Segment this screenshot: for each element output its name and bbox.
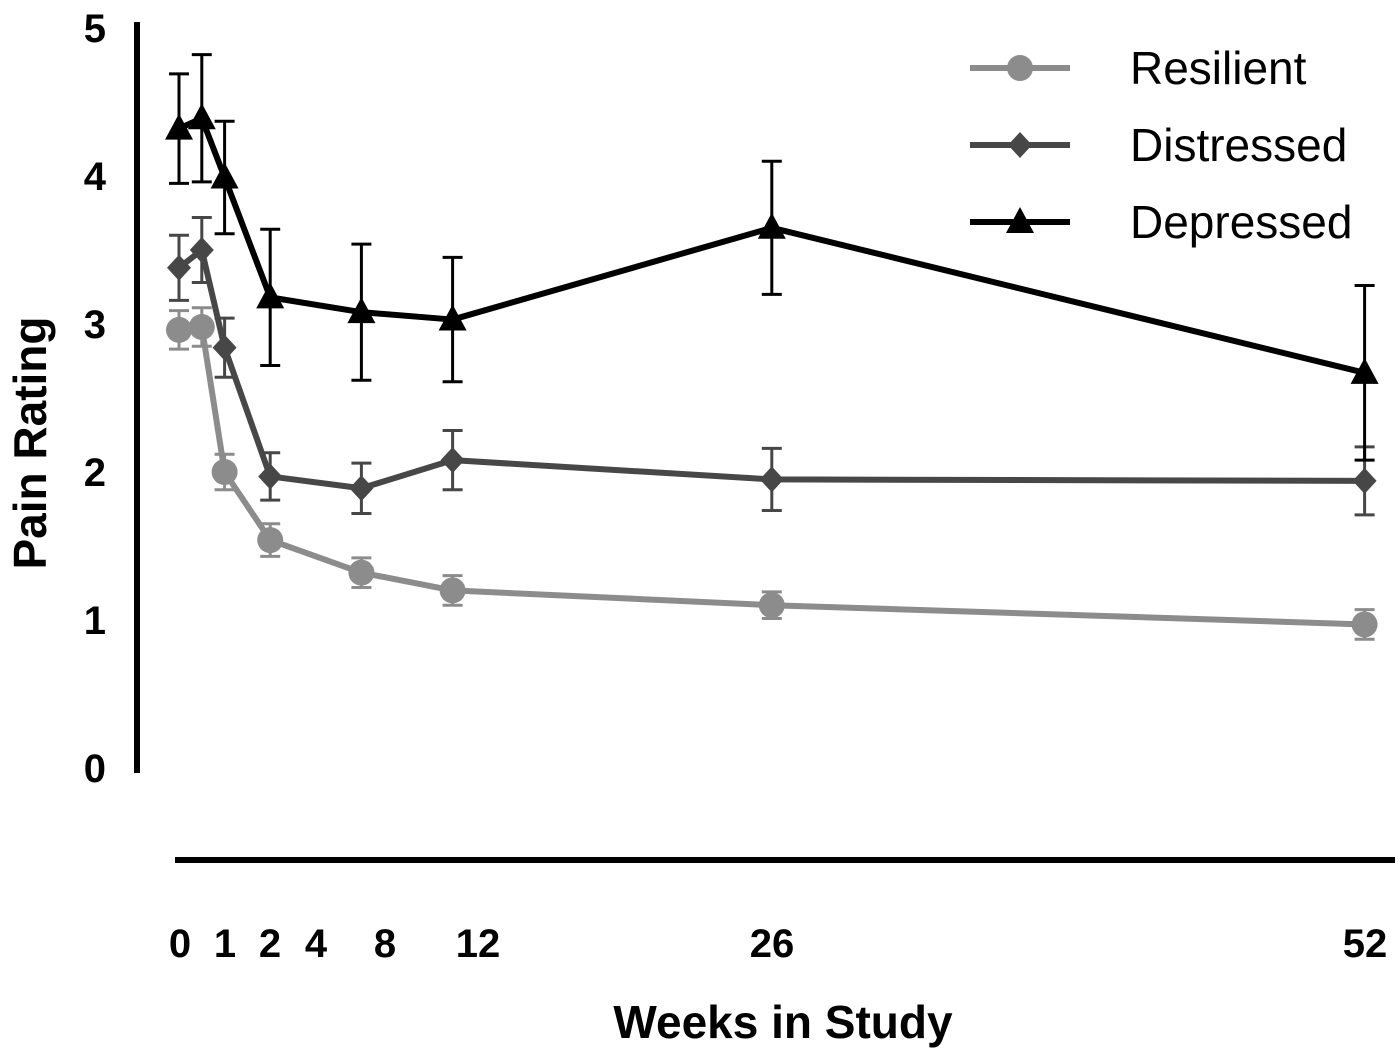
legend-item-distressed: Distressed bbox=[970, 119, 1347, 171]
data-point-distressed bbox=[212, 334, 237, 361]
data-point-distressed bbox=[1352, 467, 1377, 494]
data-point-depressed bbox=[1350, 357, 1379, 384]
series-distressed bbox=[167, 215, 1377, 517]
x-tick-label: 8 bbox=[374, 922, 396, 966]
data-point-distressed bbox=[349, 475, 374, 502]
series-line-resilient bbox=[178, 323, 1365, 628]
legend: Resilient Distressed Depressed bbox=[970, 42, 1352, 248]
y-tick-label: 3 bbox=[84, 303, 106, 347]
data-point-depressed bbox=[757, 212, 786, 239]
series-depressed bbox=[165, 53, 1379, 462]
data-point-resilient bbox=[211, 459, 238, 485]
y-tick-label: 1 bbox=[84, 599, 106, 643]
legend-item-depressed: Depressed bbox=[970, 196, 1352, 248]
legend-item-resilient: Resilient bbox=[970, 42, 1307, 94]
legend-label: Resilient bbox=[1130, 42, 1307, 94]
x-tick-label: 1 bbox=[214, 922, 236, 966]
x-tick-label: 52 bbox=[1343, 922, 1388, 966]
x-tick-label: 4 bbox=[305, 922, 328, 966]
data-point-distressed bbox=[167, 254, 191, 281]
y-tick-label: 4 bbox=[84, 155, 107, 199]
x-tick-label: 26 bbox=[750, 922, 795, 966]
data-point-resilient bbox=[439, 577, 466, 604]
data-point-distressed bbox=[759, 466, 784, 493]
series-line-distressed bbox=[177, 247, 1365, 492]
data-point-distressed bbox=[258, 463, 283, 490]
data-point-resilient bbox=[348, 559, 375, 586]
data-point-depressed bbox=[438, 304, 467, 331]
data-point-depressed bbox=[187, 103, 216, 130]
data-point-resilient bbox=[758, 592, 785, 619]
data-point-distressed bbox=[440, 447, 465, 474]
data-point-depressed bbox=[256, 282, 285, 309]
data-point-resilient bbox=[166, 316, 192, 343]
data-point-resilient bbox=[257, 527, 284, 554]
legend-marker-resilient bbox=[1007, 55, 1033, 81]
series-resilient bbox=[166, 306, 1378, 641]
legend-marker-distressed bbox=[1008, 132, 1032, 158]
data-point-depressed bbox=[347, 297, 376, 324]
y-axis-label: Pain Rating bbox=[4, 316, 56, 569]
legend-marker-depressed bbox=[1006, 207, 1034, 233]
y-tick-label: 5 bbox=[84, 7, 106, 51]
y-tick-label: 0 bbox=[84, 747, 106, 791]
x-tick-label: 0 bbox=[169, 922, 191, 966]
y-tick-label: 2 bbox=[84, 451, 106, 495]
data-point-resilient bbox=[188, 313, 215, 340]
legend-label: Depressed bbox=[1130, 196, 1352, 248]
data-point-depressed bbox=[210, 162, 239, 189]
data-point-depressed bbox=[165, 113, 193, 140]
data-point-distressed bbox=[189, 237, 214, 263]
x-axis-label: Weeks in Study bbox=[613, 996, 953, 1048]
x-tick-label: 12 bbox=[456, 922, 501, 966]
x-tick-label: 2 bbox=[259, 922, 281, 966]
data-point-resilient bbox=[1351, 611, 1378, 638]
legend-label: Distressed bbox=[1130, 119, 1347, 171]
